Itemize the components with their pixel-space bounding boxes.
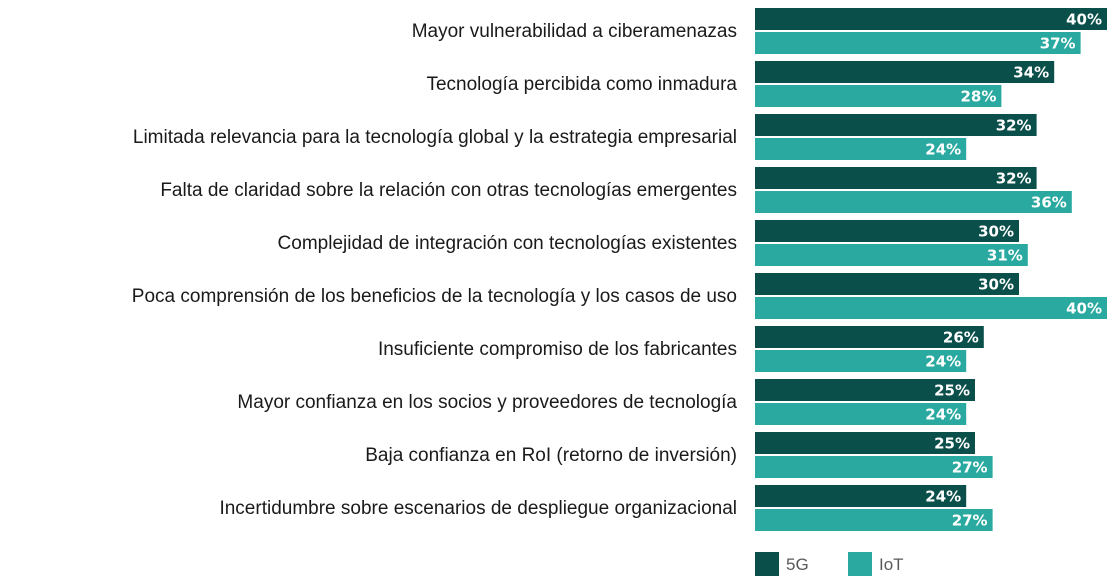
bar-iot xyxy=(755,403,967,425)
value-label-iot: 37% xyxy=(1040,35,1076,53)
value-labels: 40%37%34%28%32%24%32%36%30%31%30%40%26%2… xyxy=(925,11,1102,530)
bar-5g xyxy=(755,379,975,401)
bar-5g xyxy=(755,326,984,348)
legend-label: 5G xyxy=(786,555,809,574)
value-label-5g: 24% xyxy=(925,488,961,506)
bar-iot xyxy=(755,138,967,160)
value-label-iot: 24% xyxy=(925,353,961,371)
category-label: Complejidad de integración con tecnologí… xyxy=(278,233,737,254)
legend-item-iot: IoT xyxy=(848,552,904,576)
bar-iot xyxy=(755,456,993,478)
category-labels: Mayor vulnerabilidad a ciberamenazas Tecn… xyxy=(132,21,738,519)
value-label-5g: 40% xyxy=(1066,11,1102,29)
value-label-5g: 30% xyxy=(978,276,1014,294)
bar-5g xyxy=(755,167,1037,189)
bar-5g xyxy=(755,220,1019,242)
value-label-iot: 28% xyxy=(960,88,996,106)
legend-item-5g: 5G xyxy=(755,552,809,576)
value-label-iot: 24% xyxy=(925,141,961,159)
bar-5g xyxy=(755,485,967,507)
category-label: Mayor confianza en los socios y proveedo… xyxy=(237,392,737,413)
bar-iot xyxy=(755,244,1028,266)
bar-5g xyxy=(755,273,1019,295)
legend: 5G IoT xyxy=(755,552,904,576)
bar-5g xyxy=(755,432,975,454)
value-label-iot: 27% xyxy=(952,459,988,477)
legend-swatch xyxy=(755,552,779,576)
bar-5g xyxy=(755,8,1107,30)
bar-iot xyxy=(755,32,1081,54)
value-label-5g: 34% xyxy=(1013,64,1049,82)
bar-5g xyxy=(755,61,1055,83)
value-label-5g: 25% xyxy=(934,382,970,400)
category-label: Insuficiente compromiso de los fabricant… xyxy=(378,339,737,360)
value-label-iot: 36% xyxy=(1031,194,1067,212)
value-label-5g: 32% xyxy=(996,170,1032,188)
value-label-5g: 32% xyxy=(996,117,1032,135)
bar-iot xyxy=(755,297,1107,319)
bar-iot xyxy=(755,350,967,372)
legend-label: IoT xyxy=(879,555,904,574)
value-label-iot: 40% xyxy=(1066,300,1102,318)
category-label: Poca comprensión de los beneficios de la… xyxy=(132,286,737,307)
value-label-5g: 26% xyxy=(943,329,979,347)
category-label: Incertidumbre sobre escenarios de despli… xyxy=(219,498,737,519)
value-label-iot: 27% xyxy=(952,512,988,530)
legend-swatch xyxy=(848,552,872,576)
bars xyxy=(755,8,1107,531)
bar-iot xyxy=(755,191,1072,213)
category-label: Baja confianza en RoI (retorno de invers… xyxy=(365,445,737,466)
value-label-5g: 25% xyxy=(934,435,970,453)
category-label: Falta de claridad sobre la relación con … xyxy=(160,180,737,201)
value-label-5g: 30% xyxy=(978,223,1014,241)
bar-iot xyxy=(755,509,993,531)
bar-iot xyxy=(755,85,1002,107)
category-label: Tecnología percibida como inmadura xyxy=(426,74,737,95)
bar-5g xyxy=(755,114,1037,136)
category-label: Limitada relevancia para la tecnología g… xyxy=(133,127,737,148)
value-label-iot: 31% xyxy=(987,247,1023,265)
category-label: Mayor vulnerabilidad a ciberamenazas xyxy=(412,21,737,42)
value-label-iot: 24% xyxy=(925,406,961,424)
